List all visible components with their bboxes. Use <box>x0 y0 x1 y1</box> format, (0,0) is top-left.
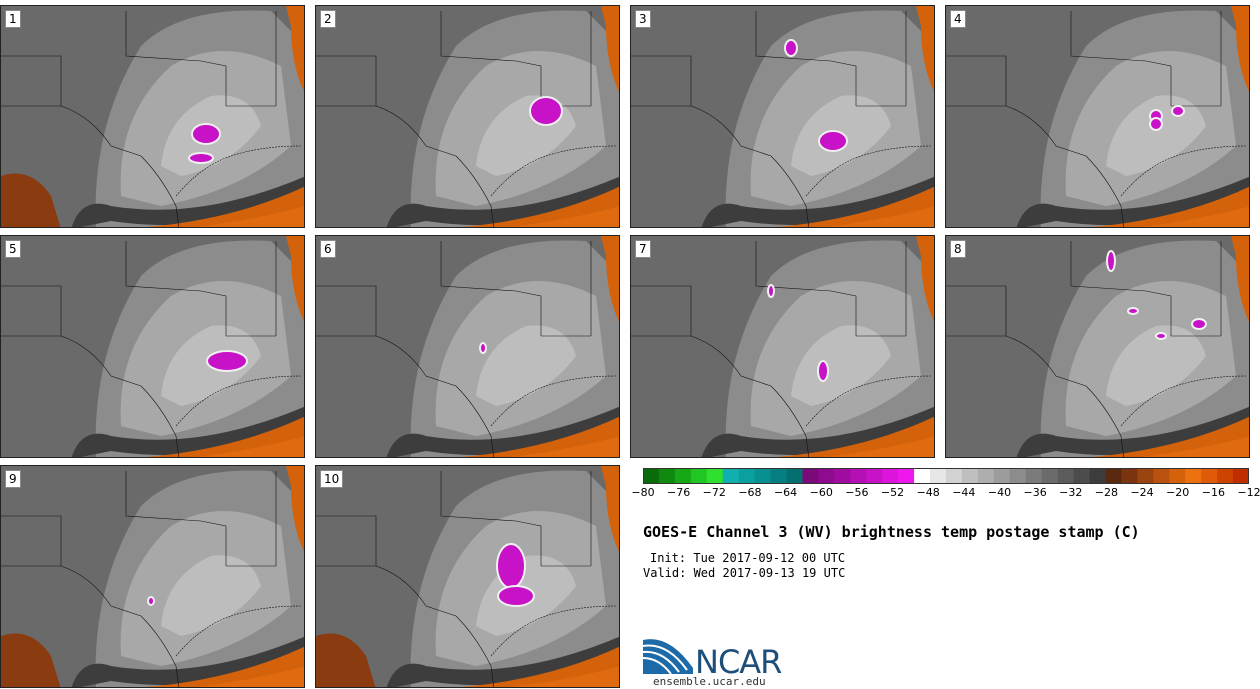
colorbar-segment <box>1121 468 1138 484</box>
water-vapor-map <box>946 6 1249 227</box>
colorbar-segment <box>977 468 995 484</box>
member-panel-9: 9 <box>0 465 305 688</box>
colorbar-segment <box>818 468 835 484</box>
member-panel-4: 4 <box>945 5 1250 228</box>
colorbar-tick-label: −28 <box>1094 486 1119 499</box>
colorbar-segment <box>690 468 708 484</box>
colorbar-tick-label: −20 <box>1166 486 1190 499</box>
colorbar-segment <box>993 468 1011 484</box>
colorbar-tick-label: −48 <box>916 486 940 499</box>
colorbar-tick-label: −60 <box>809 486 833 499</box>
colorbar-segment <box>1233 468 1249 484</box>
colorbar-tick-label: −72 <box>702 486 726 499</box>
colorbar-segment <box>1009 468 1027 484</box>
colorbar-tick-label: −56 <box>845 486 869 499</box>
colorbar-segment <box>914 468 931 484</box>
colorbar-tick-label: −52 <box>880 486 905 499</box>
water-vapor-map <box>316 6 619 227</box>
colorbar-tick-label: −68 <box>738 486 762 499</box>
water-vapor-map <box>316 236 619 457</box>
chart-title: GOES-E Channel 3 (WV) brightness temp po… <box>643 523 1140 541</box>
panel-label: 2 <box>320 10 336 28</box>
colorbar-segment <box>1169 468 1186 484</box>
colorbar-segment <box>706 468 724 484</box>
ncar-logo-icon <box>643 639 693 674</box>
colorbar-segment <box>770 468 788 484</box>
colorbar-tick-label: −36 <box>1023 486 1047 499</box>
colorbar-segment <box>961 468 979 484</box>
colorbar-segment <box>866 468 883 484</box>
water-vapor-map <box>631 6 934 227</box>
panel-label: 10 <box>320 470 344 488</box>
colorbar-segment <box>1057 468 1075 484</box>
member-panel-2: 2 <box>315 5 620 228</box>
member-panel-10: 10 <box>315 465 620 688</box>
colorbar-tick-label: −76 <box>667 486 691 499</box>
water-vapor-map <box>1 466 304 687</box>
colorbar-segment <box>1137 468 1154 484</box>
colorbar-segment <box>1217 468 1234 484</box>
colorbar-segment <box>1201 468 1218 484</box>
colorbar-segment <box>930 468 947 484</box>
water-vapor-map <box>1 236 304 457</box>
water-vapor-map <box>946 236 1249 457</box>
init-time: Init: Tue 2017-09-12 00 UTC <box>650 551 846 565</box>
colorbar-segment <box>1185 468 1202 484</box>
panel-label: 6 <box>320 240 336 258</box>
colorbar <box>643 468 1249 484</box>
colorbar-segment <box>1041 468 1059 484</box>
member-panel-8: 8 <box>945 235 1250 458</box>
colorbar-segment <box>802 468 819 484</box>
colorbar-segment <box>1073 468 1091 484</box>
panel-label: 3 <box>635 10 651 28</box>
colorbar-segment <box>643 468 660 484</box>
colorbar-tick-label: −80 <box>631 486 655 499</box>
colorbar-tick-label: −16 <box>1201 486 1225 499</box>
panel-label: 7 <box>635 240 651 258</box>
panel-label: 1 <box>5 10 21 28</box>
valid-time: Valid: Wed 2017-09-13 19 UTC <box>643 566 846 580</box>
colorbar-tick-label: −12 <box>1237 486 1260 499</box>
member-panel-5: 5 <box>0 235 305 458</box>
member-panel-7: 7 <box>630 235 935 458</box>
member-panel-6: 6 <box>315 235 620 458</box>
colorbar-segment <box>1025 468 1043 484</box>
colorbar-tick-label: −32 <box>1059 486 1083 499</box>
member-panel-3: 3 <box>630 5 935 228</box>
colorbar-segment <box>738 468 756 484</box>
colorbar-outline <box>643 468 1249 484</box>
colorbar-segment <box>1089 468 1106 484</box>
colorbar-segment <box>1153 468 1170 484</box>
colorbar-segment <box>658 468 676 484</box>
colorbar-segment <box>722 468 740 484</box>
colorbar-segment <box>1105 468 1122 484</box>
water-vapor-map <box>631 236 934 457</box>
ncar-logo-text: NCAR <box>695 643 782 681</box>
panel-label: 5 <box>5 240 21 258</box>
water-vapor-map <box>316 466 619 687</box>
colorbar-segment <box>754 468 772 484</box>
logo-url: ensemble.ucar.edu <box>653 675 766 688</box>
colorbar-segment <box>674 468 692 484</box>
colorbar-segment <box>946 468 963 484</box>
colorbar-tick-labels: −80 −76 −72 −68 −64 −60 −56 −52 −48 −44 −40 −36 −32−… <box>625 486 1260 500</box>
colorbar-tick-label: −24 <box>1130 486 1154 499</box>
panel-label: 4 <box>950 10 966 28</box>
colorbar-segment <box>834 468 851 484</box>
colorbar-segment <box>850 468 867 484</box>
colorbar-segment <box>898 468 915 484</box>
colorbar-segment <box>786 468 803 484</box>
colorbar-tick-label: −64 <box>773 486 798 499</box>
member-panel-1: 1 <box>0 5 305 228</box>
colorbar-segment <box>882 468 899 484</box>
panel-label: 8 <box>950 240 966 258</box>
colorbar-tick-label: −40 <box>987 486 1012 499</box>
panel-label: 9 <box>5 470 21 488</box>
colorbar-tick-label: −44 <box>952 486 976 499</box>
water-vapor-map <box>1 6 304 227</box>
